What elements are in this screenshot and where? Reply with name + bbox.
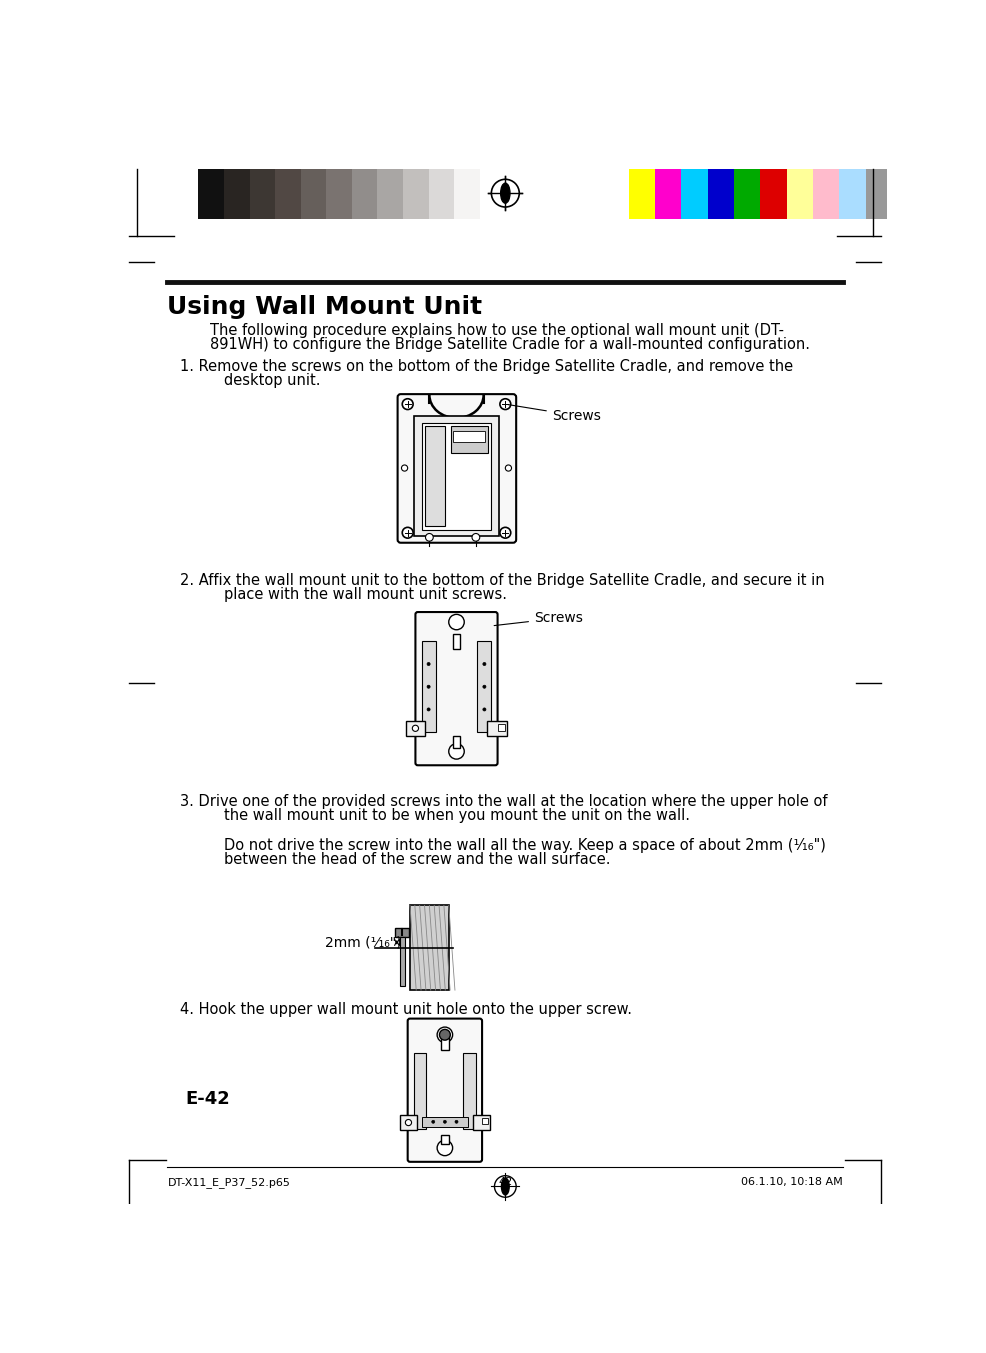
Circle shape bbox=[472, 533, 480, 541]
Bar bbox=[275, 169, 301, 219]
Bar bbox=[787, 169, 813, 219]
Bar bbox=[487, 721, 507, 736]
Circle shape bbox=[401, 465, 407, 471]
Bar bbox=[422, 641, 436, 732]
Text: 2mm (¹⁄₁₆"): 2mm (¹⁄₁₆") bbox=[324, 935, 401, 950]
Text: 2. Affix the wall mount unit to the bottom of the Bridge Satellite Cradle, and s: 2. Affix the wall mount unit to the bott… bbox=[179, 572, 824, 587]
Bar bbox=[406, 721, 426, 736]
Circle shape bbox=[444, 1120, 447, 1123]
Bar bbox=[760, 169, 787, 219]
Circle shape bbox=[449, 744, 464, 759]
Bar bbox=[429, 169, 455, 219]
Circle shape bbox=[455, 1120, 458, 1123]
Circle shape bbox=[437, 1141, 453, 1155]
Text: 4. Hook the upper wall mount unit hole onto the upper screw.: 4. Hook the upper wall mount unit hole o… bbox=[179, 1001, 632, 1016]
Text: 3. Drive one of the provided screws into the wall at the location where the uppe: 3. Drive one of the provided screws into… bbox=[179, 794, 827, 809]
Bar bbox=[813, 169, 839, 219]
Circle shape bbox=[483, 663, 486, 666]
Bar bbox=[451, 426, 487, 453]
Bar bbox=[326, 169, 352, 219]
Text: place with the wall mount unit screws.: place with the wall mount unit screws. bbox=[224, 587, 507, 602]
Circle shape bbox=[494, 1176, 517, 1197]
Bar bbox=[454, 432, 485, 442]
Text: DT-X11_E_P37_52.p65: DT-X11_E_P37_52.p65 bbox=[168, 1177, 290, 1188]
Text: Using Wall Mount Unit: Using Wall Mount Unit bbox=[168, 295, 482, 319]
Circle shape bbox=[432, 1120, 435, 1123]
Bar bbox=[426, 426, 445, 526]
Bar bbox=[482, 1118, 488, 1124]
Bar bbox=[453, 736, 460, 748]
Circle shape bbox=[449, 614, 464, 629]
Circle shape bbox=[402, 528, 413, 538]
Circle shape bbox=[483, 708, 486, 710]
Text: 42: 42 bbox=[498, 1177, 513, 1187]
Bar bbox=[463, 1053, 476, 1128]
Circle shape bbox=[491, 180, 520, 207]
Text: E-42: E-42 bbox=[185, 1091, 230, 1108]
Circle shape bbox=[405, 1119, 411, 1126]
Bar bbox=[681, 169, 708, 219]
Bar bbox=[477, 641, 491, 732]
Bar bbox=[866, 169, 892, 219]
Bar bbox=[498, 724, 505, 731]
Text: 891WH) to configure the Bridge Satellite Cradle for a wall-mounted configuration: 891WH) to configure the Bridge Satellite… bbox=[210, 337, 810, 352]
Circle shape bbox=[402, 399, 413, 410]
Bar bbox=[400, 1115, 417, 1130]
Bar bbox=[453, 633, 460, 649]
Circle shape bbox=[440, 1030, 451, 1040]
Circle shape bbox=[437, 1027, 453, 1042]
Bar bbox=[352, 169, 378, 219]
FancyBboxPatch shape bbox=[415, 612, 498, 766]
Bar bbox=[422, 422, 491, 529]
Circle shape bbox=[483, 685, 486, 689]
Text: desktop unit.: desktop unit. bbox=[224, 373, 320, 388]
Bar bbox=[410, 905, 449, 990]
Bar bbox=[198, 169, 224, 219]
Bar bbox=[455, 169, 480, 219]
Bar bbox=[472, 1115, 490, 1130]
Bar bbox=[441, 1135, 449, 1145]
Circle shape bbox=[500, 528, 511, 538]
Circle shape bbox=[505, 465, 512, 471]
Ellipse shape bbox=[502, 1178, 509, 1195]
Text: 06.1.10, 10:18 AM: 06.1.10, 10:18 AM bbox=[741, 1177, 843, 1187]
Text: Do not drive the screw into the wall all the way. Keep a space of about 2mm (¹⁄₁: Do not drive the screw into the wall all… bbox=[224, 838, 826, 852]
Text: 1. Remove the screws on the bottom of the Bridge Satellite Cradle, and remove th: 1. Remove the screws on the bottom of th… bbox=[179, 359, 793, 373]
Circle shape bbox=[500, 399, 511, 410]
Circle shape bbox=[427, 708, 430, 710]
Bar bbox=[249, 169, 275, 219]
Bar bbox=[403, 169, 429, 219]
Text: between the head of the screw and the wall surface.: between the head of the screw and the wa… bbox=[224, 852, 610, 867]
Ellipse shape bbox=[501, 183, 510, 203]
Bar bbox=[414, 417, 499, 536]
FancyBboxPatch shape bbox=[397, 394, 517, 543]
Bar bbox=[422, 1118, 468, 1127]
Bar bbox=[734, 169, 760, 219]
Circle shape bbox=[412, 725, 418, 732]
Text: the wall mount unit to be when you mount the unit on the wall.: the wall mount unit to be when you mount… bbox=[224, 808, 690, 824]
Text: The following procedure explains how to use the optional wall mount unit (DT-: The following procedure explains how to … bbox=[210, 322, 784, 337]
Bar bbox=[628, 169, 655, 219]
Circle shape bbox=[426, 533, 433, 541]
Bar bbox=[378, 169, 403, 219]
Circle shape bbox=[427, 663, 430, 666]
Text: Screws: Screws bbox=[494, 612, 583, 625]
Bar bbox=[224, 169, 249, 219]
Bar bbox=[301, 169, 326, 219]
Bar bbox=[839, 169, 866, 219]
Bar bbox=[655, 169, 681, 219]
Bar bbox=[400, 938, 404, 986]
Bar bbox=[414, 1053, 426, 1128]
Bar bbox=[395, 928, 409, 938]
Bar bbox=[708, 169, 734, 219]
Circle shape bbox=[427, 685, 430, 689]
Text: Screws: Screws bbox=[508, 405, 600, 422]
Bar bbox=[441, 1035, 449, 1050]
FancyBboxPatch shape bbox=[407, 1019, 482, 1162]
